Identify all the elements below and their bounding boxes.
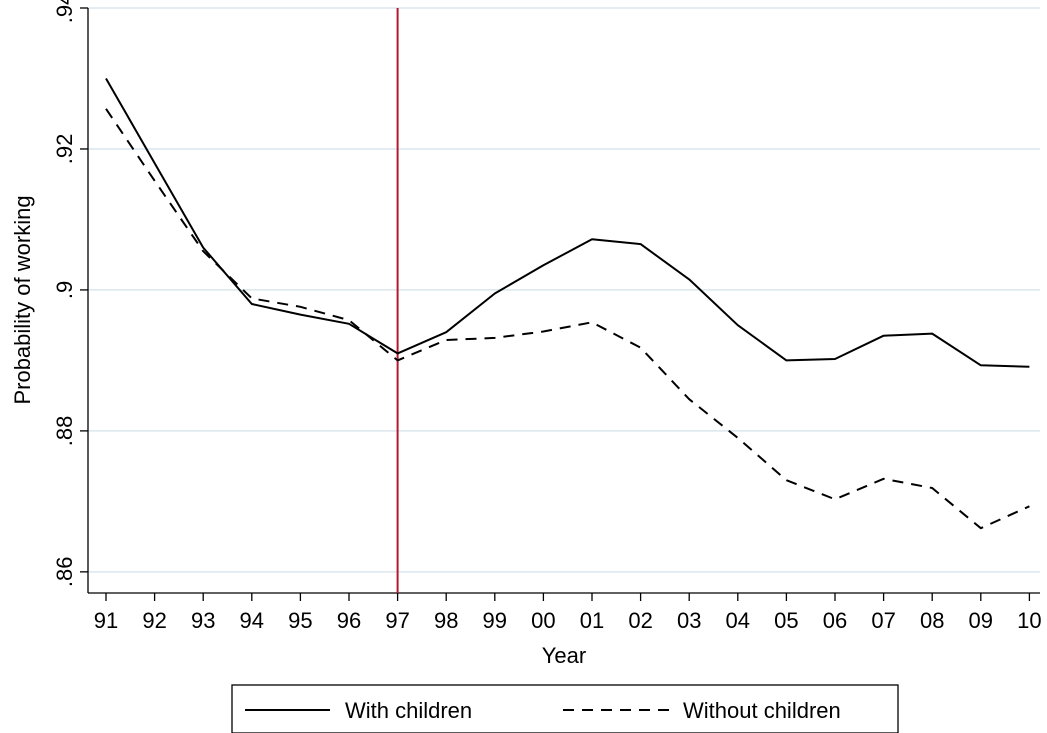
series-line-with-children (105, 78, 1030, 368)
x-tick-label: 94 (240, 608, 264, 633)
x-ticks: 91 92 93 94 95 96 97 98 99 00 01 02 03 04 05 06 07 08 09 10 (94, 593, 1042, 633)
x-tick-label: 02 (628, 608, 652, 633)
y-tick-label: .94 (52, 0, 77, 23)
x-tick-label: 06 (823, 608, 847, 633)
x-tick-label: 00 (531, 608, 555, 633)
y-axis-title: Probability of working (10, 195, 35, 404)
x-tick-label: 99 (483, 608, 507, 633)
x-tick-label: 05 (774, 608, 798, 633)
series-layer (105, 78, 1030, 530)
x-tick-label: 10 (1017, 608, 1041, 633)
plot-background (88, 8, 1040, 593)
x-tick-label: 07 (871, 608, 895, 633)
y-tick-label: .92 (52, 134, 77, 165)
x-tick-label: 96 (337, 608, 361, 633)
legend-label-with-children: With children (345, 698, 472, 723)
y-tick-label: .88 (52, 416, 77, 447)
x-tick-label: 97 (385, 608, 409, 633)
y-ticks: .86 .88 .9 .92 .94 (52, 0, 88, 587)
x-tick-label: 09 (969, 608, 993, 633)
y-tick-label: .9 (52, 281, 77, 299)
legend: With children Without children (231, 684, 899, 733)
series-line-without-children (105, 108, 1030, 530)
x-axis-title: Year (542, 643, 586, 668)
x-tick-label: 03 (677, 608, 701, 633)
x-tick-label: 93 (191, 608, 215, 633)
gridlines (88, 7, 1040, 573)
x-tick-label: 04 (726, 608, 750, 633)
x-tick-label: 95 (288, 608, 312, 633)
x-tick-label: 91 (94, 608, 118, 633)
y-tick-label: .86 (52, 557, 77, 588)
x-tick-label: 08 (920, 608, 944, 633)
legend-label-without-children: Without children (683, 698, 841, 723)
x-tick-label: 98 (434, 608, 458, 633)
x-tick-label: 92 (142, 608, 166, 633)
x-tick-label: 01 (580, 608, 604, 633)
